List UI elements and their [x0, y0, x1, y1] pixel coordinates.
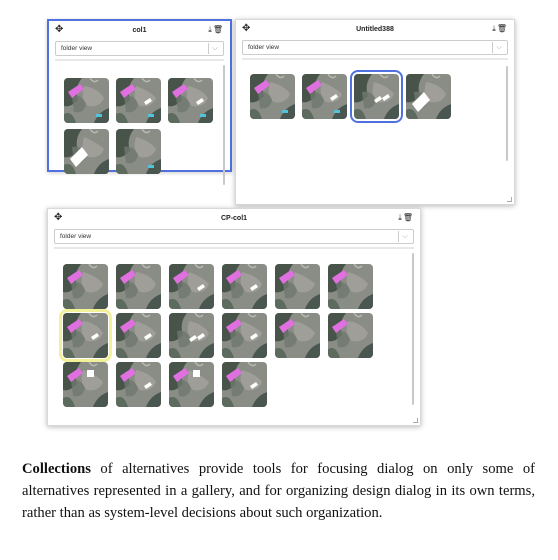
download-icon[interactable]: ⤓	[492, 24, 497, 33]
panel-title: col1	[132, 27, 147, 34]
thumbnail-item[interactable]	[222, 313, 267, 358]
view-select[interactable]: folder view ⌵	[242, 40, 508, 55]
thumbnail-item[interactable]	[250, 74, 295, 119]
view-select-value: folder view	[61, 45, 93, 52]
download-icon[interactable]: ⤓	[208, 25, 213, 34]
scrollbar[interactable]	[223, 65, 225, 185]
resize-handle[interactable]	[507, 197, 512, 202]
thumbnail-item[interactable]	[275, 264, 320, 309]
panel-header: ✥ CP-col1 ⤓🗑	[48, 209, 420, 231]
download-icon[interactable]: ⤓	[398, 213, 403, 222]
thumbnail-item[interactable]	[116, 313, 161, 358]
thumbnail-item[interactable]	[169, 313, 214, 358]
thumbnail-item[interactable]	[116, 362, 161, 407]
view-select-value: folder view	[60, 233, 92, 240]
panel-header: ✥ col1 ⤓🗑	[49, 21, 230, 43]
move-icon[interactable]: ✥	[54, 212, 63, 223]
scrollbar[interactable]	[412, 253, 414, 405]
view-select[interactable]: folder view ⌵	[55, 41, 224, 56]
thumbnail-item[interactable]	[328, 264, 373, 309]
thumbnail-item[interactable]	[63, 362, 108, 407]
thumbnail-item[interactable]	[350, 70, 403, 123]
view-select[interactable]: folder view ⌵	[54, 229, 414, 244]
trash-icon[interactable]: 🗑	[496, 24, 508, 33]
thumbnail-item[interactable]	[63, 264, 108, 309]
caption-lead: Collections	[22, 461, 91, 477]
thumbnail-item[interactable]	[328, 313, 373, 358]
move-icon[interactable]: ✥	[55, 24, 64, 35]
chevron-down-icon[interactable]: ⌵	[398, 231, 411, 242]
figure-caption: Collections of alternatives provide tool…	[22, 458, 535, 524]
trash-icon[interactable]: 🗑	[402, 213, 414, 222]
chevron-down-icon[interactable]: ⌵	[492, 42, 505, 53]
thumbnail-item[interactable]	[116, 264, 161, 309]
divider	[55, 59, 224, 61]
thumbnail-item[interactable]	[59, 309, 112, 362]
thumbnail-item[interactable]	[406, 74, 451, 119]
caption-body: of alternatives provide tools for focusi…	[22, 461, 535, 521]
thumbnail-item[interactable]	[116, 78, 161, 123]
panel-header: ✥ Untitled388 ⤓🗑	[236, 20, 514, 42]
resize-handle[interactable]	[413, 418, 418, 423]
thumbnail-item[interactable]	[169, 264, 214, 309]
collection-panel-untitled388[interactable]: ✥ Untitled388 ⤓🗑 folder view ⌵	[235, 19, 515, 205]
thumbnail-item[interactable]	[116, 129, 161, 174]
collection-panel-col1[interactable]: ✥ col1 ⤓🗑 folder view ⌵	[47, 19, 232, 185]
thumbnail-item[interactable]	[64, 129, 109, 174]
thumbnail-item[interactable]	[302, 74, 347, 119]
panel-title: CP-col1	[220, 215, 248, 222]
thumbnail-item[interactable]	[64, 78, 109, 123]
scrollbar[interactable]	[506, 66, 508, 161]
chevron-down-icon[interactable]: ⌵	[208, 43, 221, 54]
trash-icon[interactable]: 🗑	[212, 25, 224, 34]
move-icon[interactable]: ✥	[242, 23, 251, 34]
thumbnail-item[interactable]	[275, 313, 320, 358]
divider	[54, 247, 414, 249]
divider	[242, 58, 508, 60]
thumbnail-item[interactable]	[169, 362, 214, 407]
panel-title: Untitled388	[356, 26, 394, 33]
thumbnail-item[interactable]	[168, 78, 213, 123]
thumbnail-item[interactable]	[222, 264, 267, 309]
collection-panel-cp-col1[interactable]: ✥ CP-col1 ⤓🗑 folder view ⌵	[47, 208, 421, 426]
view-select-value: folder view	[248, 44, 280, 51]
thumbnail-item[interactable]	[222, 362, 267, 407]
